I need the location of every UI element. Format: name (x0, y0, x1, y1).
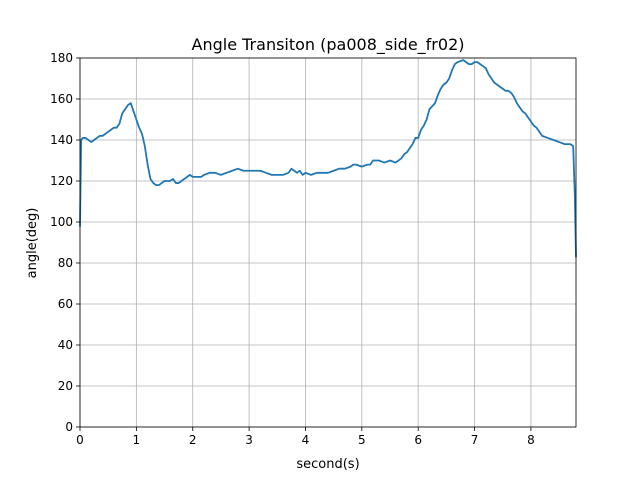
chart-title: Angle Transiton (pa008_side_fr02) (192, 35, 465, 55)
y-tick-label: 0 (65, 420, 73, 434)
x-tick-label: 4 (302, 433, 310, 447)
y-tick-label: 120 (50, 174, 73, 188)
y-axis-label: angle(deg) (25, 208, 40, 279)
grid-layer (79, 57, 576, 428)
plot-frame (79, 57, 577, 428)
y-tick-label: 60 (58, 297, 73, 311)
x-tick-label: 0 (76, 433, 84, 447)
y-tick-label: 20 (58, 379, 73, 393)
x-tick-label: 1 (133, 433, 141, 447)
y-tick-label: 80 (58, 256, 73, 270)
y-tick-label: 40 (58, 338, 73, 352)
y-tick-label: 140 (50, 133, 73, 147)
series-layer (79, 59, 577, 258)
x-axis-label: second(s) (296, 457, 359, 472)
x-tick-label: 5 (358, 433, 366, 447)
x-tick-label: 2 (189, 433, 197, 447)
y-tick-label: 100 (50, 215, 73, 229)
x-tick-label: 3 (245, 433, 253, 447)
x-tick-label: 7 (471, 433, 479, 447)
series-line (79, 59, 577, 258)
y-tick-label: 180 (50, 51, 73, 65)
x-tick-label: 8 (527, 433, 535, 447)
y-tick-label: 160 (50, 92, 73, 106)
x-tick-label: 6 (414, 433, 422, 447)
